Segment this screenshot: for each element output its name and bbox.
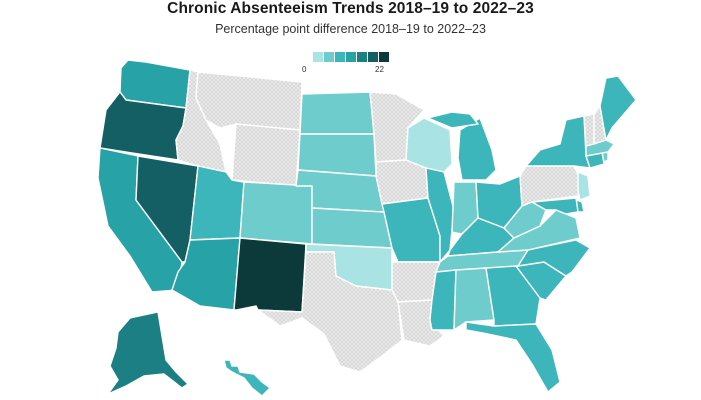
state-colorado[interactable] — [239, 181, 313, 245]
legend-color-scale — [313, 52, 389, 62]
legend-min-label: 0 — [302, 65, 307, 74]
state-new-mexico[interactable] — [233, 237, 307, 313]
state-florida[interactable] — [465, 321, 561, 393]
legend-swatch-2 — [335, 52, 345, 62]
legend-swatch-4 — [357, 52, 367, 62]
state-virginia[interactable] — [497, 209, 581, 253]
state-wyoming[interactable] — [231, 123, 301, 187]
state-alabama[interactable] — [453, 267, 495, 331]
legend-swatch-0 — [313, 52, 323, 62]
legend-swatch-5 — [368, 52, 378, 62]
state-wisconsin[interactable] — [405, 117, 453, 173]
state-kansas[interactable] — [311, 207, 393, 249]
legend-swatch-6 — [379, 52, 389, 62]
legend-max-label: 22 — [375, 65, 384, 74]
state-vermont[interactable] — [583, 113, 595, 147]
state-south-dakota[interactable] — [297, 133, 377, 177]
color-legend: 0 22 — [299, 52, 391, 76]
state-maryland[interactable] — [531, 197, 579, 215]
state-montana[interactable] — [195, 71, 303, 131]
legend-swatch-3 — [346, 52, 356, 62]
state-michigan[interactable] — [457, 117, 497, 181]
map-subtitle: Percentage point difference 2018–19 to 2… — [215, 22, 486, 36]
state-north-dakota[interactable] — [299, 91, 375, 135]
state-alaska[interactable] — [107, 311, 189, 395]
state-illinois[interactable] — [425, 167, 455, 263]
state-hawaii[interactable] — [223, 359, 271, 397]
state-maine[interactable] — [599, 75, 637, 141]
state-michigan-upper-peninsula[interactable] — [427, 111, 479, 129]
state-texas[interactable] — [257, 251, 403, 373]
state-iowa[interactable] — [375, 159, 429, 205]
map-title: Chronic Absenteeism Trends 2018–19 to 20… — [167, 0, 534, 17]
legend-swatch-1 — [324, 52, 334, 62]
state-new-york[interactable] — [525, 115, 591, 169]
state-new-jersey[interactable] — [577, 171, 591, 201]
